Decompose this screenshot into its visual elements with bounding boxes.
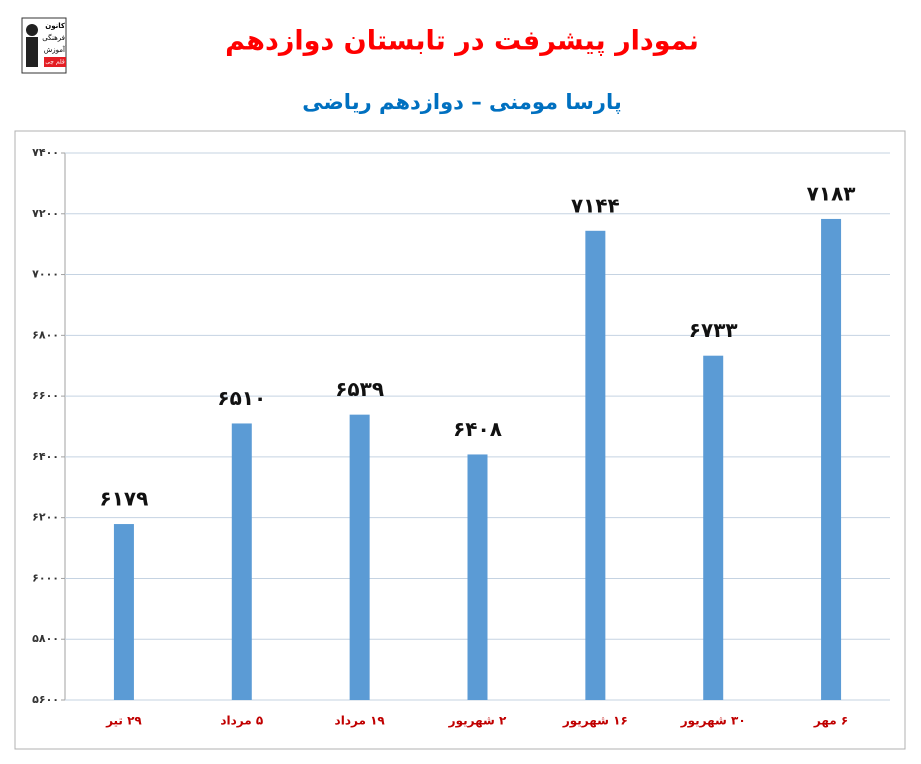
data-label: ۶۵۳۹ [335, 377, 384, 401]
y-tick-label: ۶۶۰۰ [32, 389, 59, 402]
logo-figure [26, 24, 38, 36]
y-tick-label: ۶۰۰۰ [32, 571, 59, 584]
data-label: ۶۴۰۸ [453, 417, 502, 441]
y-tick-label: ۶۲۰۰ [32, 511, 59, 524]
y-tick-label: ۶۸۰۰ [32, 328, 59, 341]
data-label: ۷۱۴۴ [571, 193, 620, 217]
data-label: ۶۵۱۰ [217, 386, 266, 410]
x-tick-label: ۳۰ شهریور [680, 714, 746, 729]
y-tick-label: ۵۸۰۰ [32, 632, 59, 645]
chart-subtitle: پارسا مومنی – دوازدهم ریاضی [302, 90, 621, 114]
logo-text: فرهنگی [42, 33, 65, 42]
logo-text: آموزش [44, 45, 66, 54]
y-tick-label: ۷۰۰۰ [32, 268, 59, 281]
x-tick-label: ۱۶ شهریور [562, 714, 628, 729]
y-tick-label: ۵۶۰۰ [32, 693, 59, 706]
y-tick-label: ۶۴۰۰ [32, 450, 59, 463]
bar [467, 454, 488, 700]
x-tick-label: ۵ مرداد [220, 714, 263, 728]
chart-title: نمودار پیشرفت در تابستان دوازدهم [225, 26, 699, 57]
y-tick-label: ۷۴۰۰ [32, 146, 59, 159]
logo-badge [44, 57, 66, 67]
y-tick-label: ۷۲۰۰ [32, 207, 59, 220]
data-label: ۶۷۳۳ [689, 318, 738, 342]
x-tick-label: ۲ شهریور [448, 714, 507, 729]
logo-text: کانون [45, 22, 66, 30]
bar [585, 230, 606, 700]
logo-figure [26, 37, 38, 67]
bar [349, 414, 370, 700]
data-label: ۷۱۸۳ [807, 181, 856, 205]
logo-text: قلم چی [45, 59, 65, 66]
bar [821, 218, 842, 700]
x-tick-label: ۲۹ تیر [105, 714, 142, 728]
data-label: ۶۱۷۹ [100, 487, 149, 511]
bar [231, 423, 252, 700]
plot-frame [14, 130, 906, 750]
bar [703, 355, 724, 700]
x-tick-label: ۶ مهر [813, 714, 848, 728]
logo: کانون فرهنگی آموزش قلم چی [21, 17, 67, 74]
bar [113, 524, 134, 700]
x-tick-label: ۱۹ مرداد [335, 714, 386, 728]
